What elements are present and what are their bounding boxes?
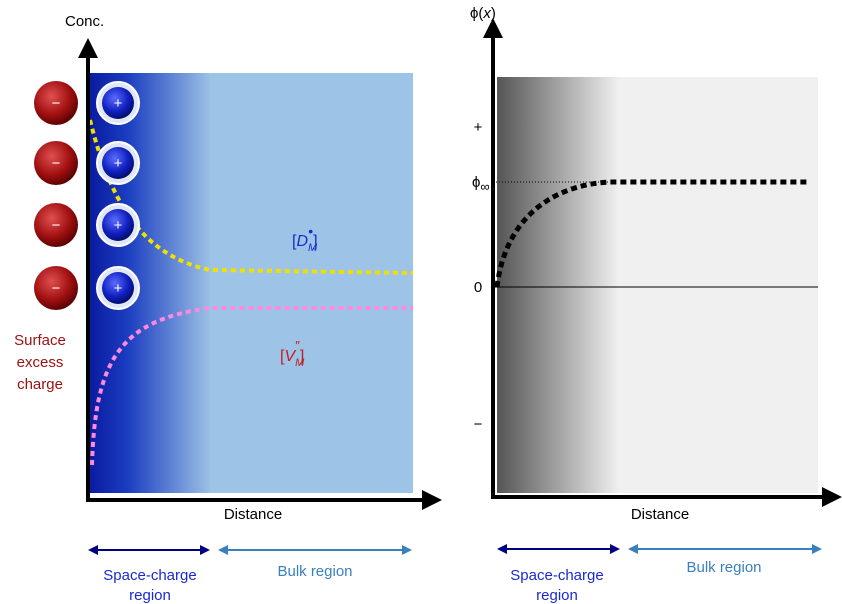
tick-label: − <box>474 416 483 433</box>
anion-sign: − <box>52 217 61 234</box>
y-axis-label: ϕ(x) <box>470 5 496 22</box>
anion-sign: − <box>52 155 61 172</box>
grey-region <box>497 77 818 493</box>
cation-sign: + <box>114 217 123 234</box>
anion-sign: − <box>52 95 61 112</box>
surface-label: charge <box>17 376 63 393</box>
cation-sign: + <box>114 280 123 297</box>
subscript: ∞ <box>480 179 489 194</box>
space-charge-label: Space-charge <box>510 567 603 584</box>
y-axis-label: Conc. <box>65 13 104 30</box>
paren: ) <box>491 5 496 22</box>
tick-label: + <box>474 119 483 136</box>
surface-label: Surface <box>14 332 66 349</box>
cation-sign: + <box>114 95 123 112</box>
bulk-label: Bulk region <box>686 559 761 576</box>
bracket: ] <box>300 348 304 365</box>
space-charge-label: region <box>129 587 171 604</box>
symbol: D <box>296 233 308 250</box>
bulk-label: Bulk region <box>277 563 352 580</box>
symbol: ϕ( <box>470 5 483 22</box>
diagram: Conc. Distance − − − − + + + + Surface excess c… <box>0 0 842 604</box>
bracket: ] <box>313 233 317 250</box>
surface-label: excess <box>17 354 64 371</box>
x-axis-label: Distance <box>224 506 282 523</box>
tick-label: 0 <box>474 279 482 296</box>
tick-label: ϕ∞ <box>472 174 490 194</box>
x-axis-label: Distance <box>631 506 689 523</box>
symbol: ϕ <box>472 174 480 191</box>
anion-sign: − <box>52 280 61 297</box>
cation-sign: + <box>114 155 123 172</box>
space-charge-label: region <box>536 587 578 604</box>
space-charge-label: Space-charge <box>103 567 196 584</box>
